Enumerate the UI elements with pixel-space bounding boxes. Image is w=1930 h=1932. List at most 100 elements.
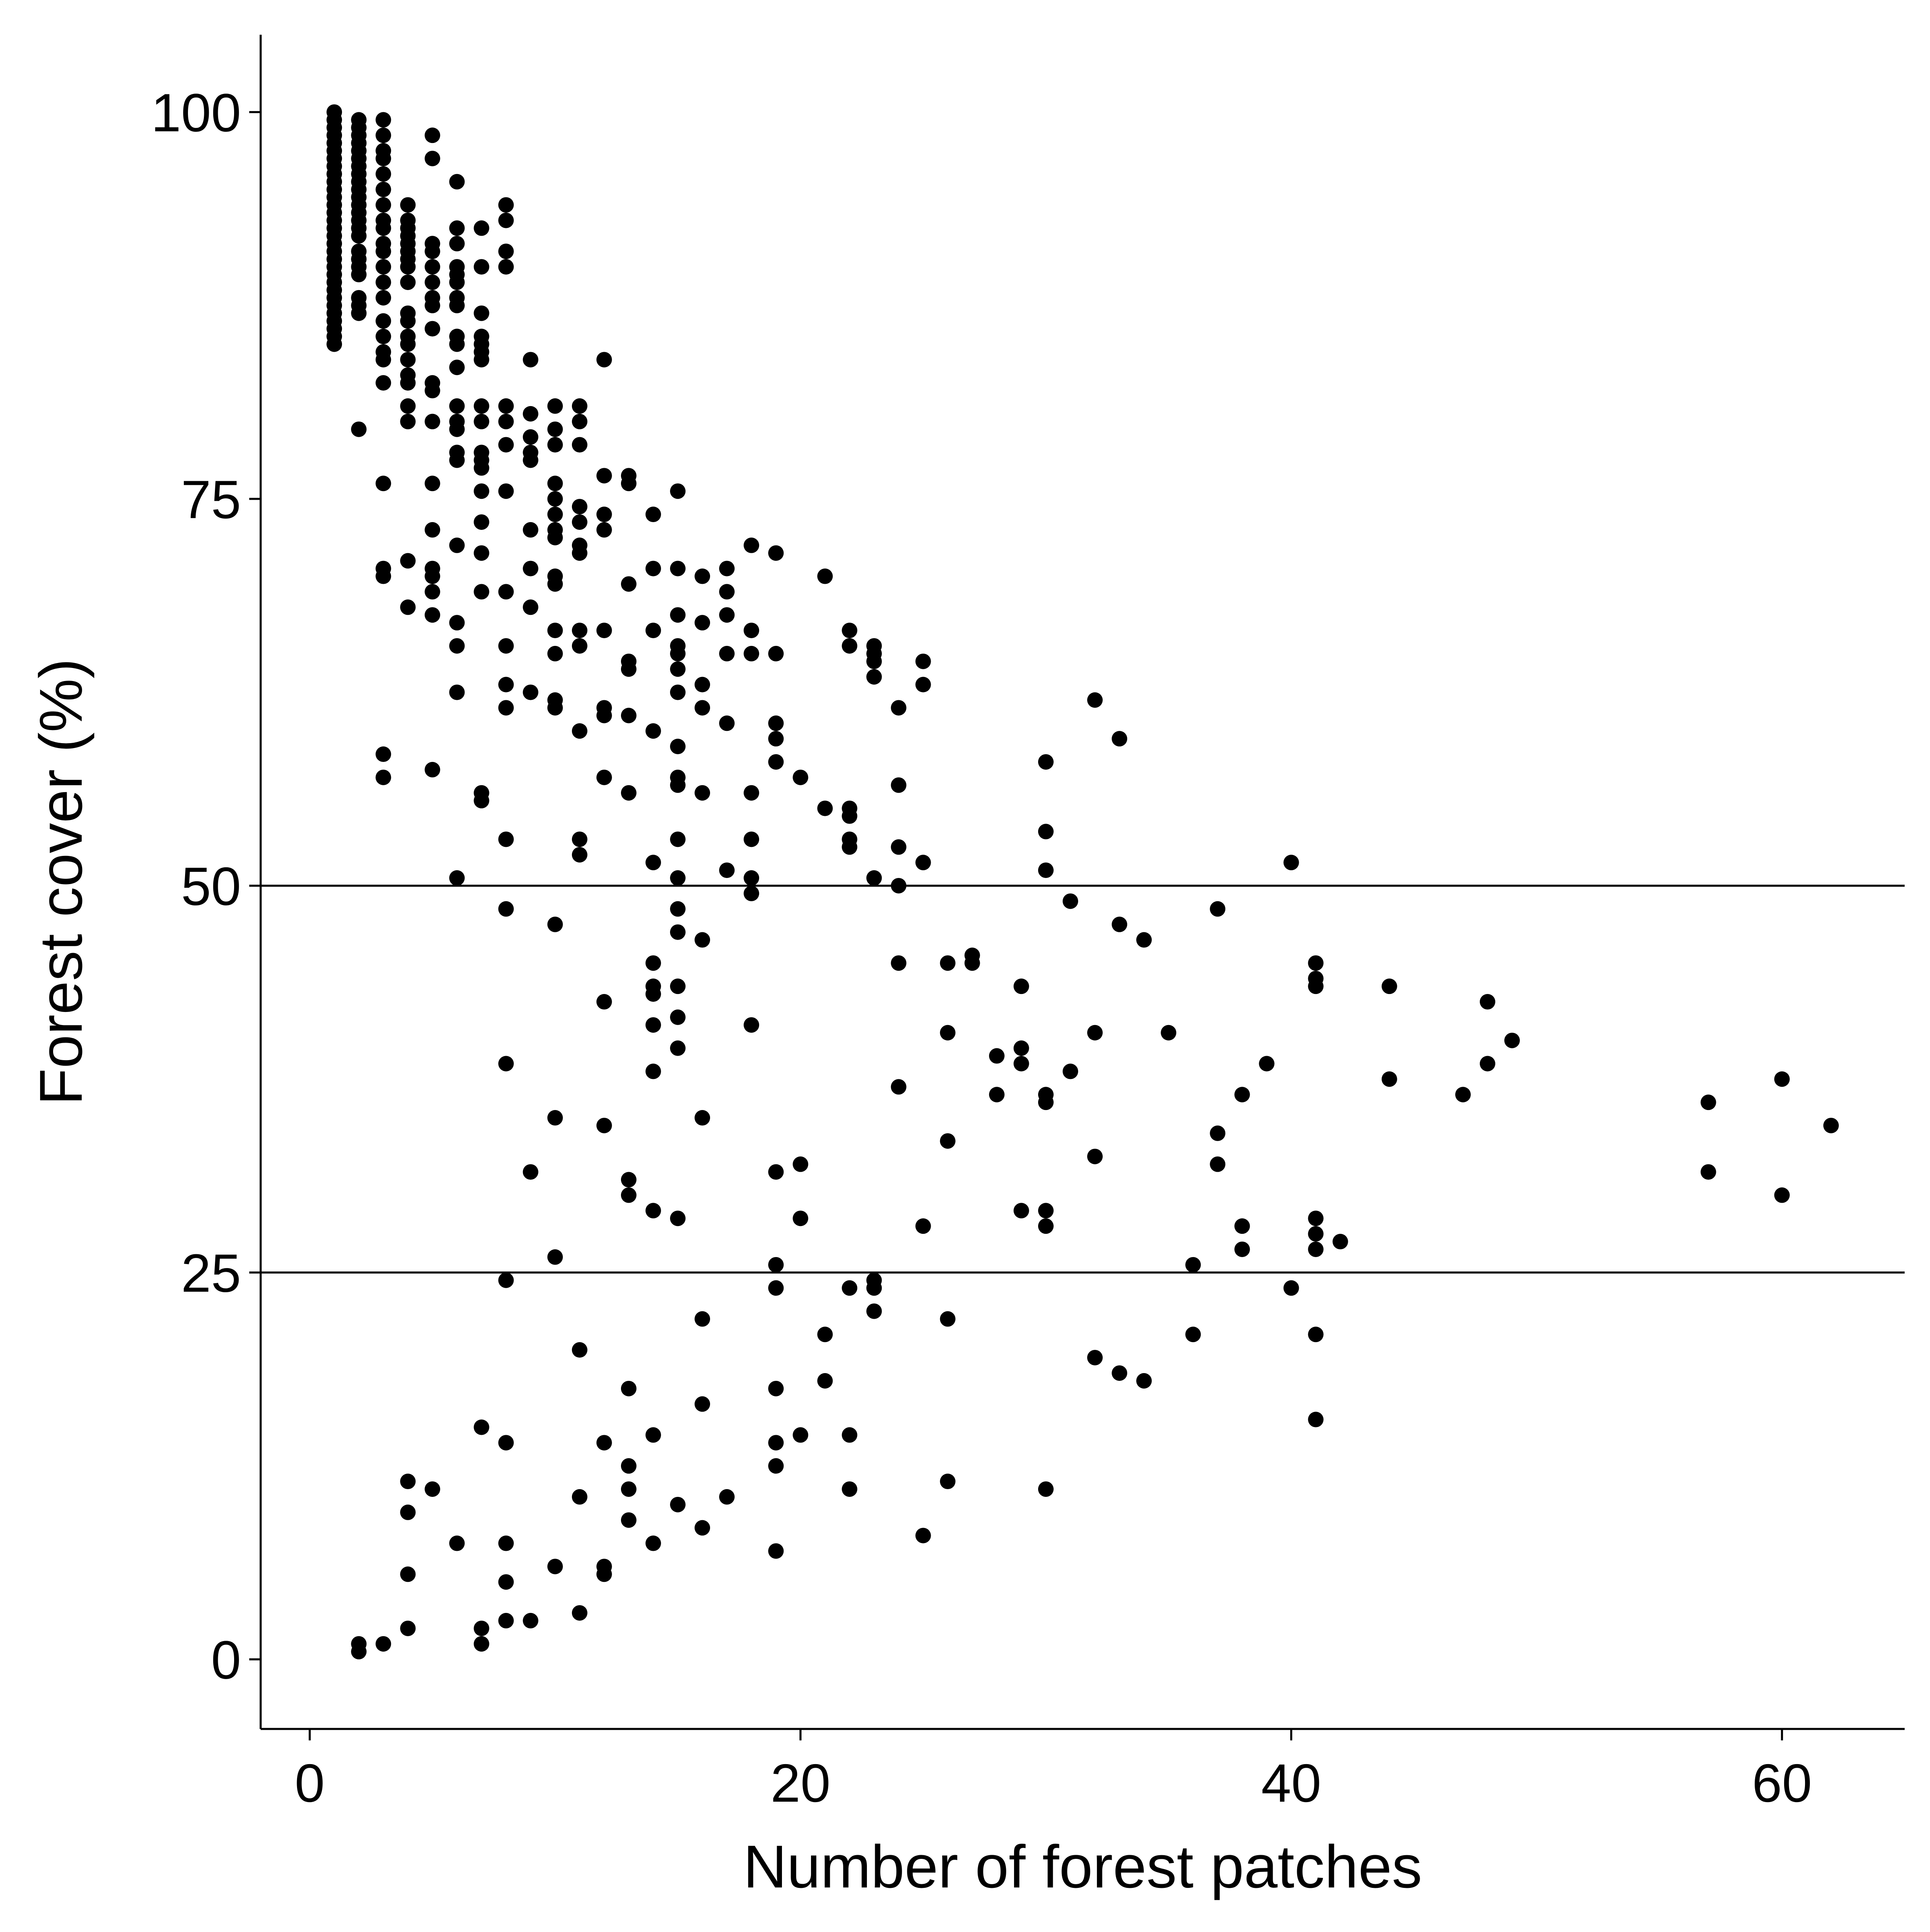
data-point — [621, 1512, 637, 1528]
data-point — [474, 352, 489, 368]
data-point — [498, 638, 514, 654]
data-point — [891, 955, 907, 971]
data-point — [645, 723, 661, 739]
data-point — [474, 483, 489, 499]
data-point — [1308, 1241, 1324, 1257]
data-point — [621, 1172, 637, 1188]
data-point — [940, 1133, 956, 1149]
data-point — [449, 236, 465, 252]
data-point — [1308, 1327, 1324, 1342]
data-point — [670, 978, 686, 994]
y-tick-label: 100 — [151, 83, 241, 143]
data-point — [670, 561, 686, 576]
data-point — [1112, 731, 1128, 747]
data-point — [375, 150, 391, 166]
data-point — [547, 476, 563, 491]
data-point — [719, 645, 735, 661]
data-point — [1308, 1226, 1324, 1242]
data-point — [1013, 1056, 1029, 1072]
data-point — [842, 1427, 858, 1443]
data-point — [670, 1040, 686, 1056]
data-point — [547, 398, 563, 414]
reference-lines — [261, 884, 1905, 1274]
data-point — [793, 1427, 809, 1443]
data-point — [449, 1535, 465, 1551]
data-point — [523, 561, 538, 576]
data-point — [449, 360, 465, 375]
data-point — [375, 243, 391, 259]
data-point — [547, 1249, 563, 1265]
data-point — [400, 553, 416, 569]
data-point — [1136, 932, 1152, 948]
data-point — [621, 661, 637, 677]
data-point — [1087, 1148, 1103, 1164]
data-point — [645, 1063, 661, 1079]
data-point — [768, 1458, 784, 1474]
data-point — [498, 398, 514, 414]
data-point — [1234, 1087, 1250, 1103]
data-point — [744, 1017, 759, 1033]
data-point — [474, 793, 489, 809]
data-point — [498, 831, 514, 847]
data-point — [866, 653, 882, 669]
data-point — [547, 916, 563, 932]
data-point — [498, 1056, 514, 1072]
data-point — [424, 568, 440, 584]
data-point — [424, 259, 440, 275]
data-point — [1038, 1203, 1054, 1219]
data-point — [1210, 1125, 1226, 1141]
data-point — [572, 437, 587, 453]
data-point — [375, 274, 391, 290]
data-point — [424, 522, 440, 538]
data-point — [768, 731, 784, 747]
data-point — [400, 197, 416, 213]
data-point — [375, 166, 391, 182]
data-point — [375, 197, 391, 213]
axes: 0 20 40 60 0 25 50 75 100 — [151, 35, 1905, 1813]
data-point — [498, 413, 514, 429]
data-point — [695, 1110, 710, 1126]
data-point — [891, 777, 907, 793]
data-point — [793, 1156, 809, 1172]
data-point — [1823, 1117, 1839, 1133]
data-point — [964, 955, 980, 971]
data-point — [744, 537, 759, 553]
data-point — [719, 607, 735, 623]
data-point — [449, 398, 465, 414]
data-point — [572, 499, 587, 515]
data-point — [523, 406, 538, 422]
data-point — [375, 476, 391, 491]
data-point — [621, 1458, 637, 1474]
data-point — [817, 1373, 833, 1389]
data-point — [719, 715, 735, 731]
data-point — [424, 243, 440, 259]
data-point — [695, 568, 710, 584]
data-point — [400, 1474, 416, 1490]
data-point — [1504, 1032, 1520, 1048]
y-tick-label: 0 — [211, 1630, 241, 1690]
data-point — [375, 220, 391, 236]
data-point — [498, 212, 514, 228]
data-point — [547, 507, 563, 523]
data-point — [449, 336, 465, 352]
data-point — [645, 507, 661, 523]
data-point — [621, 1187, 637, 1203]
data-point — [1136, 1373, 1152, 1389]
data-point — [695, 1396, 710, 1412]
data-point — [424, 1481, 440, 1497]
data-point — [1259, 1056, 1275, 1072]
data-point — [424, 297, 440, 313]
data-point — [400, 413, 416, 429]
data-point — [424, 321, 440, 337]
data-point — [768, 715, 784, 731]
data-point — [449, 220, 465, 236]
data-point — [621, 785, 637, 801]
data-point — [670, 1496, 686, 1512]
data-point — [400, 1504, 416, 1520]
data-point — [596, 769, 612, 785]
data-point — [645, 1017, 661, 1033]
data-point — [1013, 1203, 1029, 1219]
data-point — [744, 831, 759, 847]
data-point — [1112, 916, 1128, 932]
